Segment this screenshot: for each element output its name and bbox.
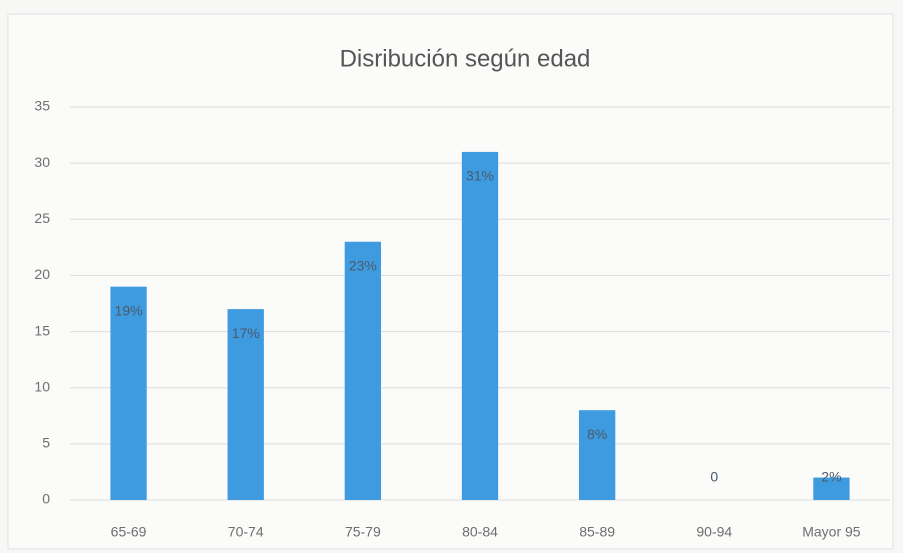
y-tick-label: 15 [34, 322, 50, 338]
x-tick-label: 90-94 [696, 524, 732, 540]
data-label: 23% [349, 257, 377, 273]
y-tick-label: 5 [42, 435, 50, 451]
x-tick-label: 65-69 [111, 524, 147, 540]
y-tick-label: 0 [42, 491, 50, 507]
chart-title: Disribución según edad [340, 45, 591, 72]
data-label: 0 [710, 469, 718, 485]
x-tick-label: 85-89 [579, 524, 615, 540]
data-label: 19% [115, 302, 143, 318]
data-label: 31% [466, 168, 494, 184]
data-label: 2% [821, 469, 841, 485]
x-tick-label: Mayor 95 [802, 524, 861, 540]
data-label: 17% [232, 325, 260, 341]
bar [110, 286, 147, 500]
x-tick-label: 70-74 [228, 524, 264, 540]
x-tick-label: 80-84 [462, 524, 498, 540]
y-tick-label: 20 [34, 266, 50, 282]
y-tick-label: 10 [34, 378, 50, 394]
y-tick-label: 35 [34, 98, 50, 114]
x-tick-label: 75-79 [345, 524, 381, 540]
chart-frame [7, 13, 894, 550]
bar [227, 309, 264, 500]
bar [813, 477, 850, 500]
bar [344, 241, 382, 500]
bar [461, 151, 499, 500]
data-label: 8% [587, 426, 607, 442]
bar [578, 410, 616, 500]
y-tick-label: 30 [34, 154, 50, 170]
y-tick-label: 25 [34, 210, 50, 226]
